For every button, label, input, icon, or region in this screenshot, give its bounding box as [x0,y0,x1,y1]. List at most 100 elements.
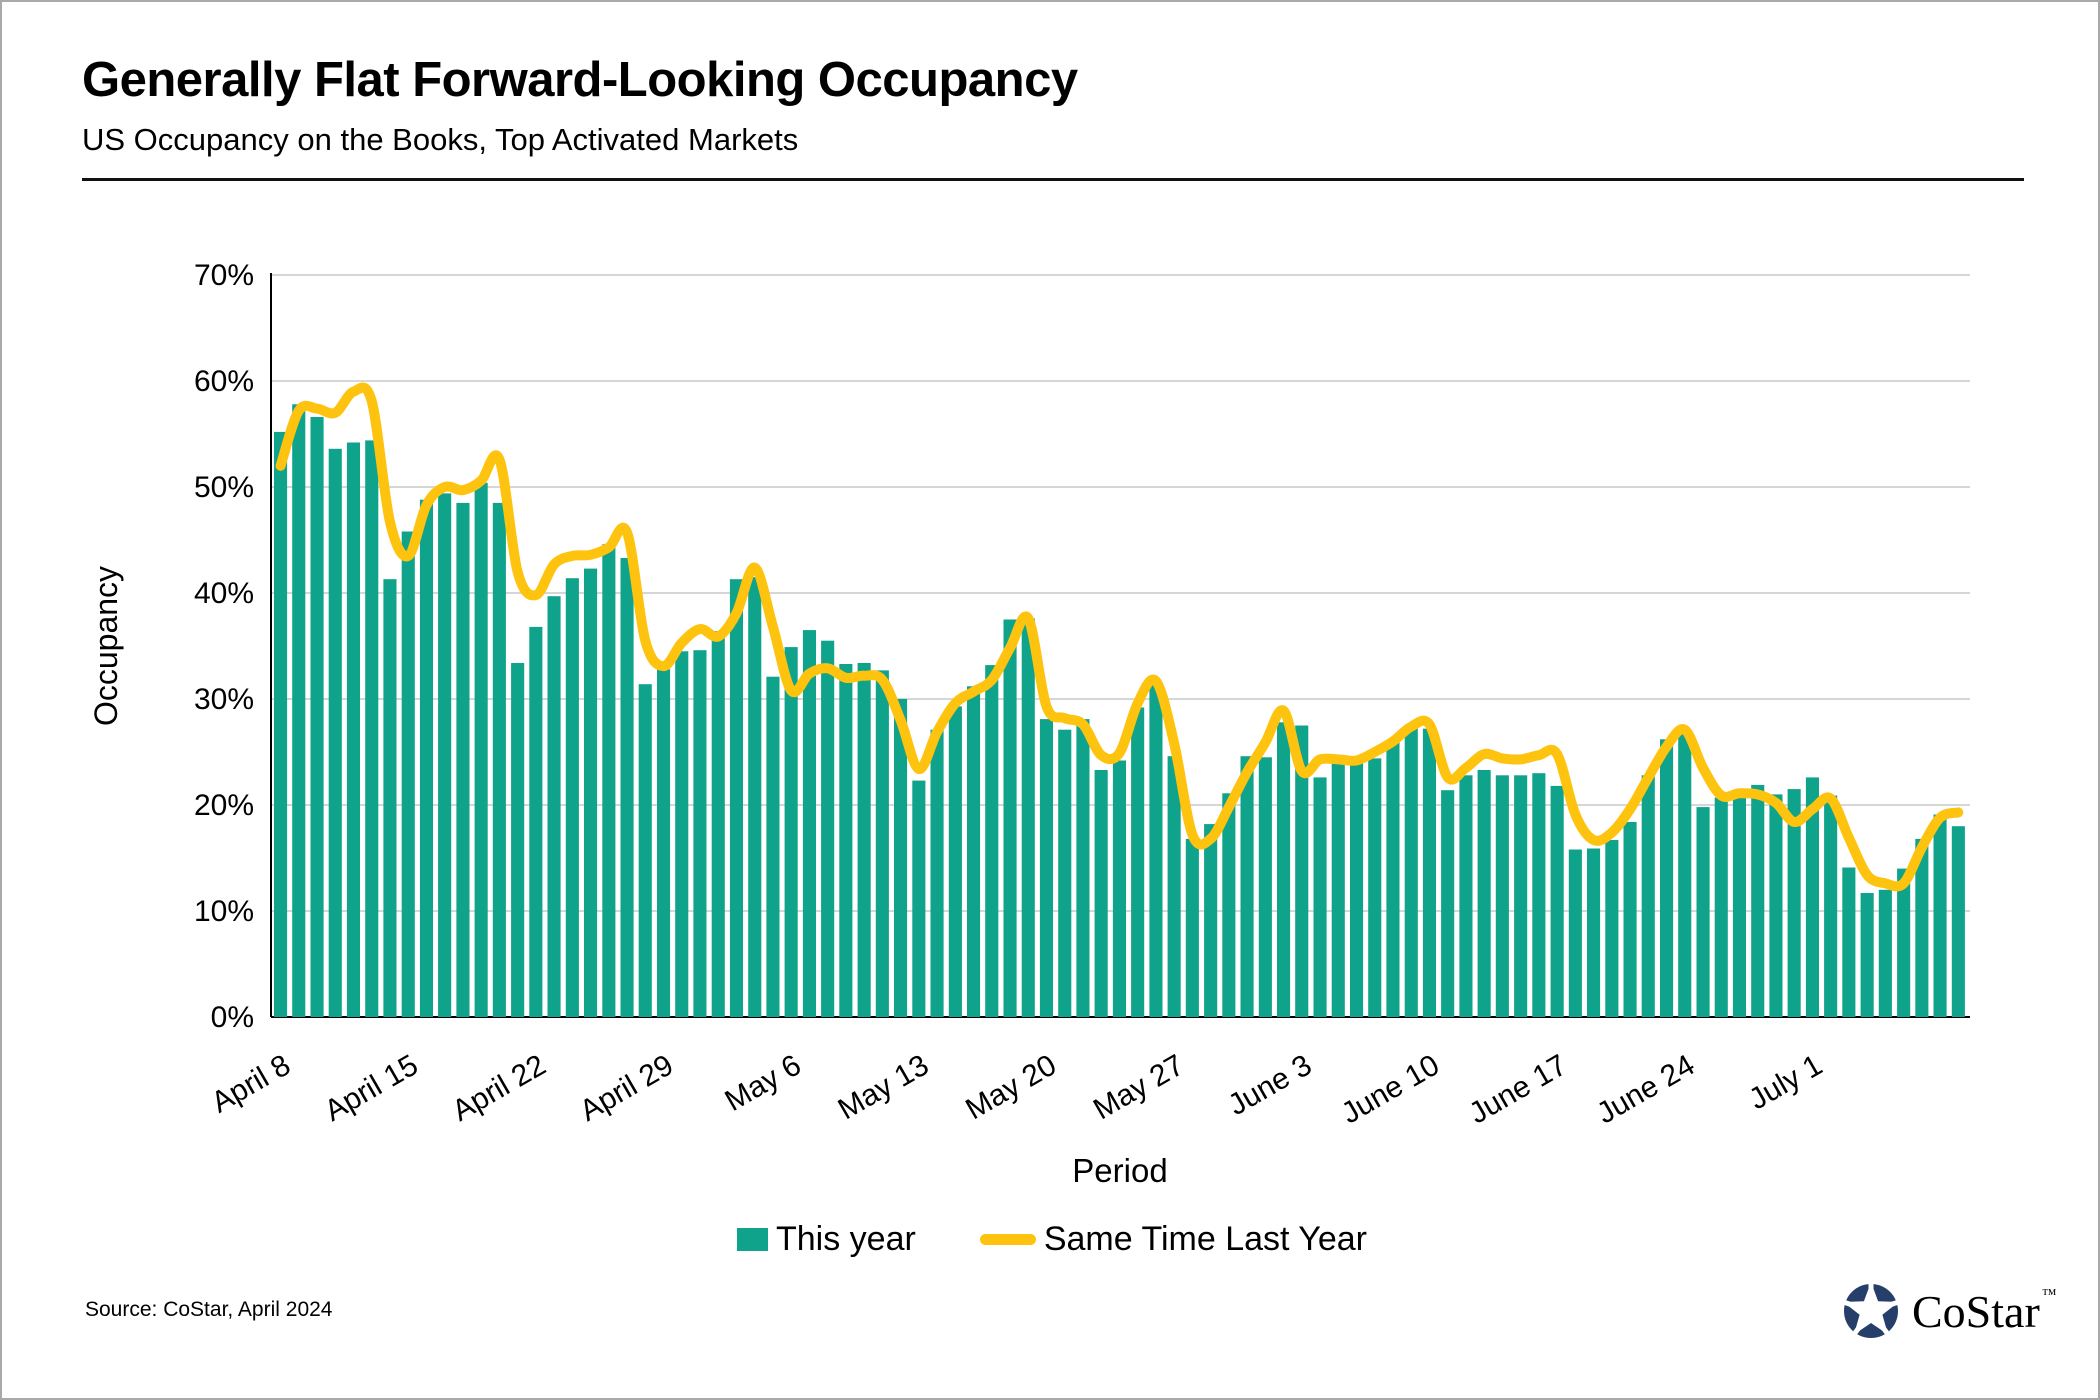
y-tick-label: 70% [194,259,254,292]
bar-this-year [1550,785,1564,1017]
bar-this-year [1386,741,1400,1017]
x-tick-label: June 10 [1336,1048,1445,1130]
x-tick-label: May 6 [719,1048,806,1117]
bar-this-year [1824,795,1838,1017]
bar-this-year [1076,719,1090,1017]
bar-this-year [1131,707,1145,1017]
legend-label-this-year: This year [775,1220,916,1258]
bar-this-year [1404,727,1418,1017]
y-tick-label: 10% [194,895,254,928]
legend: This year Same Time Last Year [2,1220,2098,1259]
x-tick-label: July 1 [1744,1048,1828,1116]
last-year-swatch-icon [979,1234,1036,1245]
x-tick-label: April 8 [206,1048,296,1119]
costar-logo: CoStar ™ [1840,1280,2056,1342]
costar-star-icon [1841,1281,1901,1338]
bar-this-year [857,663,871,1017]
bar-this-year [1331,757,1345,1017]
y-tick-label: 30% [194,683,254,716]
bar-this-year [1185,838,1199,1017]
bar-this-year [1039,719,1053,1017]
bar-this-year [1732,795,1746,1017]
bar-this-year [529,626,543,1017]
x-tick-label: May 13 [833,1048,935,1126]
bar-this-year [1787,789,1801,1017]
bar-this-year [912,780,926,1017]
x-tick-label: June 3 [1223,1048,1318,1122]
bar-this-year [1751,784,1765,1017]
bar-this-year [657,669,671,1017]
bar-this-year [1112,760,1126,1017]
y-axis-title: Occupancy [88,566,124,726]
x-tick-label: June 24 [1591,1048,1700,1130]
bar-this-year [1769,794,1783,1017]
bar-this-year [1204,824,1218,1017]
title-divider [82,178,2024,181]
bar-this-year [383,579,397,1017]
line-same-time-last-year [275,382,1964,892]
bar-this-year [693,650,707,1017]
bar-this-year [894,699,908,1017]
bar-this-year [584,568,598,1017]
bar-this-year [310,417,324,1017]
bar-this-year [821,640,835,1017]
bar-this-year [1313,777,1327,1017]
bar-this-year [802,630,816,1017]
x-tick-label: May 20 [960,1048,1062,1126]
bar-this-year [638,684,652,1017]
bar-this-year [839,664,853,1017]
y-tick-label: 60% [194,365,254,398]
bar-this-year [1568,849,1582,1017]
bar-this-year [1514,775,1528,1017]
bar-this-year [328,448,342,1017]
y-tick-label: 40% [194,577,254,610]
y-tick-label: 50% [194,471,254,504]
y-tick-label: 0% [211,1001,254,1034]
x-tick-label: May 27 [1088,1048,1190,1126]
bar-this-year [766,676,780,1017]
source-note: Source: CoStar, April 2024 [85,1298,333,1321]
bar-this-year [1933,814,1947,1017]
bar-this-year [1003,619,1017,1017]
bar-this-year [620,558,634,1017]
bar-this-year [1441,790,1455,1017]
bar-this-year [292,404,306,1017]
bar-this-year [565,578,579,1017]
bar-this-year [1350,761,1364,1017]
costar-logo-text: CoStar ™ [1912,1285,2057,1337]
bar-this-year [456,502,470,1017]
bar-this-year [1240,756,1254,1017]
legend-item-last-year: Same Time Last Year [979,1220,1367,1259]
bar-this-year [1277,722,1291,1017]
y-tick-label: 20% [194,789,254,822]
bar-this-year [1167,756,1181,1017]
bar-this-year [1368,758,1382,1017]
bar-this-year [1094,770,1108,1017]
bar-this-year [602,544,616,1017]
bar-this-year [474,482,488,1017]
bar-this-year [1149,684,1163,1017]
bar-this-year [729,579,743,1017]
bar-this-year [492,502,506,1017]
bar-this-year [875,670,889,1017]
bar-this-year [1222,793,1236,1017]
bar-this-year [1495,775,1509,1017]
bar-this-year [1951,826,1965,1017]
bar-this-year [1623,822,1637,1017]
bar-this-year [948,706,962,1017]
bar-this-year [1842,867,1856,1017]
x-tick-label: April 15 [319,1048,424,1127]
bar-this-year [711,631,725,1017]
bar-this-year [365,440,379,1017]
bar-this-year [1422,728,1436,1017]
bar-this-year [930,729,944,1017]
bar-this-year [1295,725,1309,1017]
bar-this-year [1897,868,1911,1017]
bar-this-year [1915,838,1929,1017]
bar-this-year [1641,775,1655,1017]
bar-this-year [985,665,999,1017]
bar-this-year [1805,777,1819,1017]
bar-this-year [401,531,415,1017]
bar-this-year [1660,739,1674,1017]
